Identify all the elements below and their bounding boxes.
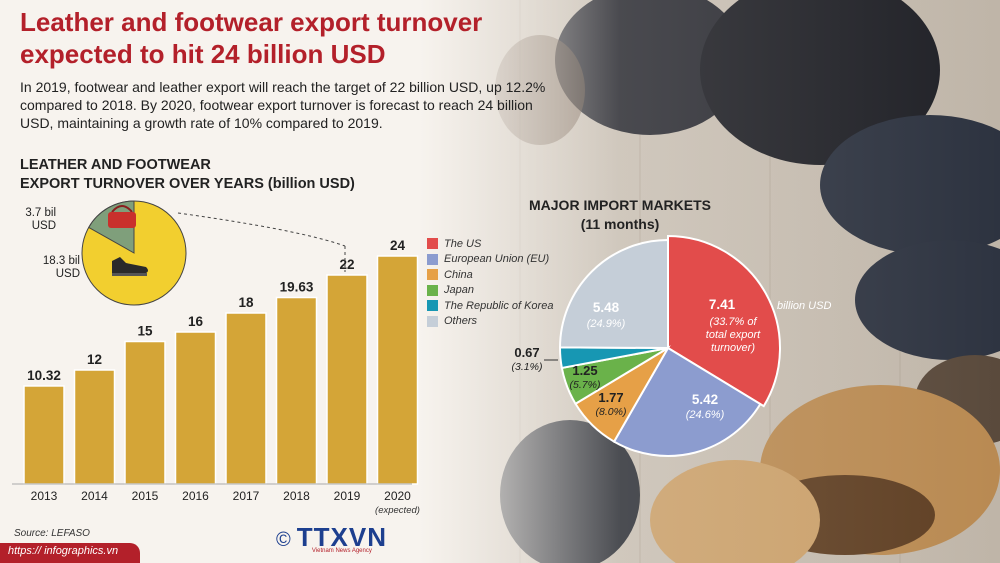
legend-item-others: Others [427,314,587,330]
x-tick-label: 2015 [132,489,159,503]
bar-chart-title: LEATHER AND FOOTWEAR EXPORT TURNOVER OVE… [20,157,355,192]
agency-logo: © TTXVN Vietnam News Agency [276,522,387,554]
bar [376,255,419,485]
intro-paragraph: In 2019, footwear and leather export wil… [20,79,546,131]
legend-item-japan: Japan [427,283,587,299]
source-note: Source: LEFASO [14,528,90,539]
logo-subtitle: Vietnam News Agency [311,548,372,554]
slice-percent-label: (5.7%) [570,379,601,391]
x-tick-sublabel: (expected) [375,505,420,516]
x-tick-label: 2013 [31,489,58,503]
footer-bar [0,543,140,563]
copyright-icon: © [276,529,291,551]
x-tick-label: 2016 [182,489,209,503]
handbag-icon [108,205,136,228]
legend-label: Japan [444,284,474,297]
bar-value-label: 18 [238,295,254,310]
bar-value-label: 19.63 [280,280,314,295]
inset-label-footwear: 18.3 bil USD [43,255,80,280]
legend-swatch [427,315,438,327]
x-tick-label: 2014 [81,489,108,503]
bar [73,369,116,485]
legend-item-us: The US [427,236,587,252]
legend-swatch [427,253,438,265]
pie-chart-title: MAJOR IMPORT MARKETS (11 months) [529,197,711,232]
bar [275,296,318,485]
slice-percent-label: (33.7% of total export turnover) [706,316,761,354]
legend-item-korea: The Republic of Korea [427,298,587,314]
legend-label: China [444,268,473,281]
legend-label: European Union (EU) [444,253,550,266]
pie-slice [558,238,669,350]
bar-value-label: 22 [339,257,354,272]
pie-slice [667,234,781,408]
legend-swatch [427,284,438,296]
x-tick-label: 2017 [233,489,260,503]
bar-value-label: 10.32 [27,368,61,383]
legend-label: The Republic of Korea [444,299,554,312]
slice-value-label: 7.41 [709,297,736,312]
bar-value-label: 16 [188,314,204,329]
slice-percent-label: (3.1%) [512,361,543,373]
pie-legend: The US European Union (EU) China Japan T… [427,236,587,329]
shoe-sole [112,273,147,276]
page-title: Leather and footwear export turnover exp… [20,7,483,69]
slice-value-label: 5.42 [692,392,718,407]
shoe-body [112,257,148,273]
slice-percent-label: (24.6%) [686,409,725,421]
shoe-icon [112,257,148,276]
legend-label: The US [444,237,482,250]
logo-text: TTXVN [296,522,387,552]
slice-value-label: 5.48 [593,300,620,315]
legend-label: Others [444,315,478,328]
x-tick-label: 2018 [283,489,310,503]
logo-block: TTXVN Vietnam News Agency [296,522,387,554]
legend-swatch [427,300,438,312]
legend-swatch [427,269,438,281]
bar [23,385,65,485]
bar [124,340,166,485]
slice-value-label: 1.25 [572,363,597,378]
legend-swatch [427,238,438,250]
bar-value-label: 15 [137,324,153,339]
bar [174,331,217,485]
handbag-handle [111,205,133,213]
bar-value-label: 24 [390,238,406,253]
slice-value-label: 0.67 [514,345,539,360]
slice-percent-label: (24.9%) [587,318,626,330]
legend-item-china: China [427,267,587,283]
bar-value-label: 12 [87,352,102,367]
x-tick-label: 2020 [384,489,411,503]
pie-slice [612,346,762,457]
slice-unit-label: billion USD [777,300,831,312]
footer-link[interactable]: https:// infographics.vn [8,545,119,557]
slice-value-label: 1.77 [598,390,623,405]
handbag-body [108,212,136,228]
inset-label-leather: 3.7 bil USD [25,207,56,232]
legend-item-eu: European Union (EU) [427,252,587,268]
connector-line [177,212,346,247]
slice-percent-label: (8.0%) [596,406,627,418]
x-tick-label: 2019 [334,489,361,503]
